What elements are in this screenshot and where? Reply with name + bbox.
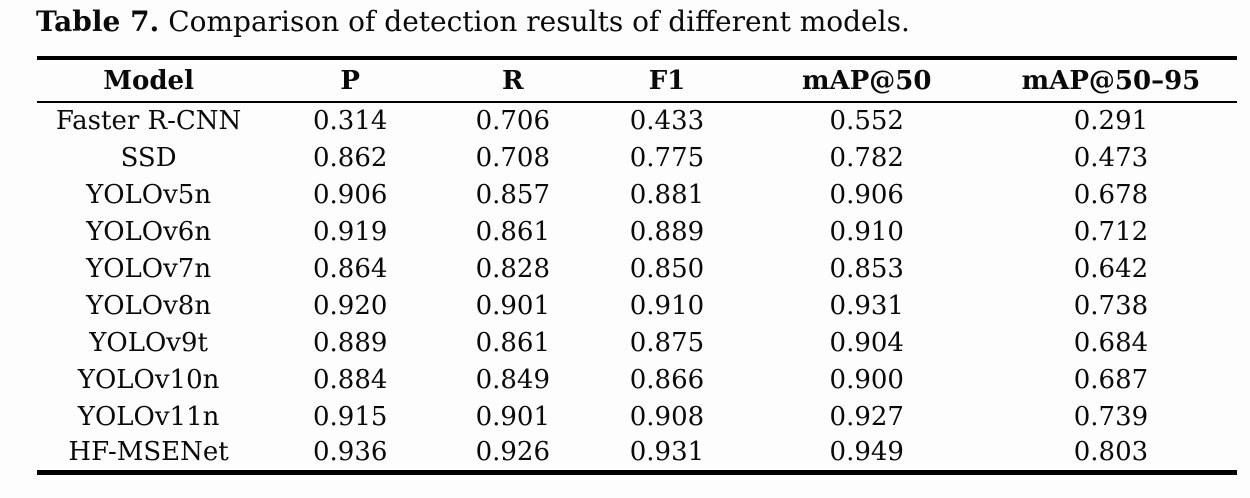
metric-cell-map50: 0.927 bbox=[829, 401, 904, 432]
metric-cell-p: 0.915 bbox=[312, 401, 388, 432]
column-header-map50: mAP@50 bbox=[802, 65, 932, 96]
metric-cell-map50: 0.782 bbox=[829, 142, 904, 173]
table-caption-label: Table 7. bbox=[36, 5, 160, 38]
column-header-map5095: mAP@50–95 bbox=[1021, 65, 1201, 96]
table-row: YOLOv10n 0.884 0.849 0.866 0.900 0.687 bbox=[37, 361, 1237, 398]
table-header-row: Model P R F1 mAP@50 mAP@50–95 bbox=[37, 58, 1237, 103]
metric-cell-p: 0.862 bbox=[312, 142, 388, 173]
table-row: YOLOv9t 0.889 0.861 0.875 0.904 0.684 bbox=[37, 324, 1237, 361]
column-header-p: P bbox=[340, 65, 360, 96]
table-row: YOLOv5n 0.906 0.857 0.881 0.906 0.678 bbox=[37, 176, 1237, 213]
metric-cell-map50: 0.949 bbox=[829, 437, 904, 468]
metric-cell-r: 0.828 bbox=[475, 253, 550, 284]
metric-cell-f1: 0.931 bbox=[629, 437, 705, 468]
metric-cell-p: 0.919 bbox=[312, 216, 388, 247]
metric-cell-map5095: 0.712 bbox=[1073, 216, 1149, 247]
metric-cell-map50: 0.904 bbox=[829, 327, 904, 358]
metric-cell-map5095: 0.739 bbox=[1073, 401, 1149, 432]
metric-cell-p: 0.884 bbox=[312, 364, 388, 395]
metric-cell-map50: 0.900 bbox=[829, 364, 904, 395]
metric-cell-f1: 0.910 bbox=[629, 290, 705, 321]
metric-cell-f1: 0.875 bbox=[629, 327, 705, 358]
metric-cell-map50: 0.906 bbox=[829, 179, 904, 210]
metric-cell-map5095: 0.803 bbox=[1073, 437, 1149, 468]
model-name-cell: YOLOv10n bbox=[77, 364, 220, 395]
table-row: YOLOv8n 0.920 0.901 0.910 0.931 0.738 bbox=[37, 287, 1237, 324]
model-name-cell: YOLOv8n bbox=[86, 290, 212, 321]
metric-cell-map50: 0.853 bbox=[829, 253, 904, 284]
metric-cell-r: 0.706 bbox=[475, 106, 550, 137]
metric-cell-p: 0.889 bbox=[312, 327, 388, 358]
metric-cell-map50: 0.910 bbox=[829, 216, 904, 247]
metric-cell-map5095: 0.687 bbox=[1073, 364, 1149, 395]
metric-cell-r: 0.926 bbox=[475, 437, 550, 468]
metric-cell-map5095: 0.684 bbox=[1073, 327, 1149, 358]
caption-space bbox=[159, 5, 168, 38]
table-row: YOLOv7n 0.864 0.828 0.850 0.853 0.642 bbox=[37, 250, 1237, 287]
metric-cell-f1: 0.908 bbox=[629, 401, 705, 432]
metric-cell-r: 0.901 bbox=[475, 290, 550, 321]
metric-cell-f1: 0.775 bbox=[629, 142, 705, 173]
metric-cell-r: 0.901 bbox=[475, 401, 550, 432]
metric-cell-f1: 0.850 bbox=[629, 253, 705, 284]
metric-cell-map5095: 0.738 bbox=[1073, 290, 1149, 321]
model-name-cell: YOLOv7n bbox=[86, 253, 212, 284]
model-name-cell: YOLOv6n bbox=[86, 216, 212, 247]
metric-cell-f1: 0.433 bbox=[629, 106, 705, 137]
metric-cell-map50: 0.931 bbox=[829, 290, 904, 321]
model-name-cell: YOLOv9t bbox=[89, 327, 208, 358]
metric-cell-map5095: 0.642 bbox=[1073, 253, 1149, 284]
column-header-model: Model bbox=[103, 65, 194, 96]
metric-cell-f1: 0.881 bbox=[629, 179, 705, 210]
metric-cell-map5095: 0.473 bbox=[1073, 142, 1149, 173]
table-row: YOLOv6n 0.919 0.861 0.889 0.910 0.712 bbox=[37, 213, 1237, 250]
metric-cell-r: 0.861 bbox=[475, 327, 550, 358]
metric-cell-p: 0.936 bbox=[312, 437, 388, 468]
metric-cell-p: 0.906 bbox=[312, 179, 388, 210]
table-caption: Table 7. Comparison of detection results… bbox=[36, 5, 1250, 38]
metric-cell-p: 0.314 bbox=[312, 106, 388, 137]
column-header-f1: F1 bbox=[648, 65, 686, 96]
table-header: Model P R F1 mAP@50 mAP@50–95 bbox=[37, 58, 1237, 103]
column-header-r: R bbox=[501, 65, 524, 96]
metric-cell-map5095: 0.678 bbox=[1073, 179, 1149, 210]
model-name-cell: YOLOv5n bbox=[86, 179, 212, 210]
metric-cell-r: 0.849 bbox=[475, 364, 550, 395]
table-row: HF-MSENet 0.936 0.926 0.931 0.949 0.803 bbox=[37, 435, 1237, 473]
metric-cell-f1: 0.866 bbox=[629, 364, 705, 395]
table-body: Faster R-CNN 0.314 0.706 0.433 0.552 0.291 SSD… bbox=[37, 102, 1237, 473]
detection-results-table: Model P R F1 mAP@50 mAP@50–95 Faster R-CNN 0.3… bbox=[37, 56, 1237, 475]
table-row: YOLOv11n 0.915 0.901 0.908 0.927 0.739 bbox=[37, 398, 1237, 435]
metric-cell-map5095: 0.291 bbox=[1073, 106, 1149, 137]
metric-cell-f1: 0.889 bbox=[629, 216, 705, 247]
table-row: Faster R-CNN 0.314 0.706 0.433 0.552 0.291 bbox=[37, 102, 1237, 139]
table-caption-text: Comparison of detection results of diffe… bbox=[168, 5, 910, 38]
metric-cell-p: 0.864 bbox=[312, 253, 388, 284]
model-name-cell: Faster R-CNN bbox=[55, 106, 242, 137]
model-name-cell: HF-MSENet bbox=[68, 437, 229, 468]
metric-cell-p: 0.920 bbox=[312, 290, 388, 321]
model-name-cell: YOLOv11n bbox=[77, 401, 220, 432]
table-row: SSD 0.862 0.708 0.775 0.782 0.473 bbox=[37, 139, 1237, 176]
metric-cell-r: 0.861 bbox=[475, 216, 550, 247]
metric-cell-map50: 0.552 bbox=[829, 106, 904, 137]
metric-cell-r: 0.857 bbox=[475, 179, 550, 210]
metric-cell-r: 0.708 bbox=[475, 142, 550, 173]
model-name-cell: SSD bbox=[120, 142, 177, 173]
paper-page: Table 7. Comparison of detection results… bbox=[0, 5, 1250, 498]
